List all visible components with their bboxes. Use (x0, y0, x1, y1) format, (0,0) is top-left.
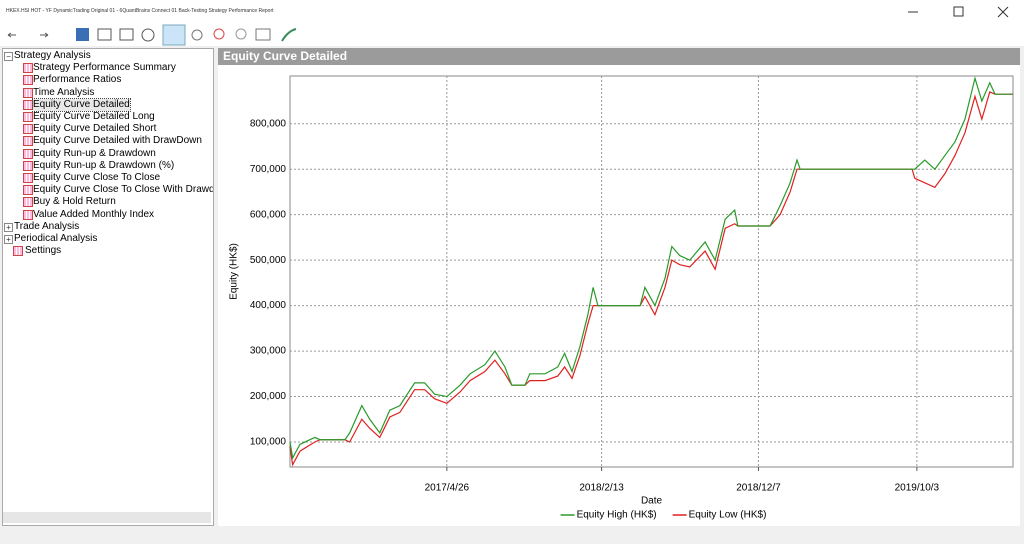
tree-node[interactable]: Settings (25, 245, 61, 257)
x-axis-label: Date (641, 496, 663, 507)
window-controls (904, 0, 1024, 24)
forward-button[interactable] (40, 33, 48, 37)
chart: Equity Curve Detailed 100,000 200,000 300,… (218, 48, 1020, 526)
tree-node[interactable]: Equity Curve Detailed (33, 99, 130, 111)
tree-node[interactable]: Trade Analysis (14, 221, 79, 233)
tree-node[interactable]: Strategy Performance Summary (33, 62, 176, 74)
print-button[interactable] (120, 29, 133, 40)
tree-node[interactable]: Equity Run-up & Drawdown (%) (33, 160, 174, 172)
tree-node[interactable]: Equity Run-up & Drawdown (33, 148, 156, 160)
title-bar: HKEX.HSI HOT - YF DynamicTrading Origina… (0, 0, 1024, 24)
scrollbar[interactable] (3, 512, 211, 523)
zoom-out-button[interactable] (236, 29, 246, 39)
save-button[interactable] (76, 28, 89, 41)
node-icon (23, 63, 33, 73)
window-title: HKEX.HSI HOT - YF DynamicTrading Origina… (6, 8, 274, 14)
crosshair-button[interactable] (163, 25, 185, 45)
settings-button[interactable] (142, 29, 154, 41)
close-button[interactable] (998, 7, 1008, 17)
tree-node[interactable]: Equity Curve Close To Close With Drawdow… (33, 184, 214, 196)
y-tick-label: 100,000 (250, 437, 287, 448)
tree-view: −Strategy AnalysisStrategy Performance S… (2, 48, 214, 526)
node-icon (23, 161, 33, 171)
y-tick-label: 800,000 (250, 118, 287, 129)
y-tick-label: 400,000 (250, 300, 287, 311)
node-icon (23, 75, 33, 85)
copy-button[interactable] (98, 29, 111, 40)
node-icon (23, 210, 33, 220)
y-axis-label: Equity (HK$) (229, 243, 240, 300)
expand-toggle: + (4, 223, 13, 232)
tree-node[interactable]: Strategy Analysis (14, 50, 91, 62)
y-tick-label: 500,000 (250, 255, 287, 266)
y-tick-label: 700,000 (250, 164, 287, 175)
node-icon (13, 246, 23, 256)
node-icon (23, 124, 33, 134)
tree-node[interactable]: Equity Curve Detailed Long (33, 111, 155, 123)
legend-label: Equity High (HK$) (577, 510, 657, 521)
x-tick-label: 2018/12/7 (736, 483, 781, 494)
legend-label: Equity Low (HK$) (689, 510, 767, 521)
node-icon (23, 88, 33, 98)
tree-node[interactable]: Equity Curve Detailed Short (33, 123, 156, 135)
chart-button[interactable] (282, 29, 296, 41)
tree-node[interactable]: Equity Curve Detailed with DrawDown (33, 135, 202, 147)
expand-toggle: + (4, 235, 13, 244)
x-tick-label: 2018/2/13 (579, 483, 624, 494)
back-button[interactable] (8, 33, 16, 37)
tree-node[interactable]: Equity Curve Close To Close (33, 172, 160, 184)
node-icon (23, 136, 33, 146)
plot-area (290, 76, 1013, 467)
tree-node[interactable]: Performance Ratios (33, 74, 121, 86)
node-icon (23, 185, 33, 195)
node-icon (23, 100, 33, 110)
pan-button[interactable] (192, 30, 202, 40)
tree-node[interactable]: Periodical Analysis (14, 233, 97, 245)
maximize-button[interactable] (954, 7, 963, 16)
toolbar-icons (0, 24, 300, 46)
zoom-in-button[interactable] (214, 29, 224, 39)
node-icon (23, 112, 33, 122)
x-tick-label: 2019/10/3 (895, 483, 940, 494)
node-icon (23, 197, 33, 207)
expand-toggle: − (4, 52, 13, 61)
chart-title: Equity Curve Detailed (223, 49, 347, 63)
toolbar (0, 24, 1024, 46)
y-tick-label: 300,000 (250, 346, 287, 357)
tree-node[interactable]: Time Analysis (33, 87, 94, 99)
y-tick-label: 200,000 (250, 391, 287, 402)
tree-node[interactable]: Buy & Hold Return (33, 196, 116, 208)
node-icon (23, 173, 33, 183)
zoom-fit-button[interactable] (256, 29, 270, 40)
y-tick-label: 600,000 (250, 209, 287, 220)
x-tick-label: 2017/4/26 (425, 483, 470, 494)
tree-node[interactable]: Value Added Monthly Index (33, 209, 154, 221)
node-icon (23, 149, 33, 159)
